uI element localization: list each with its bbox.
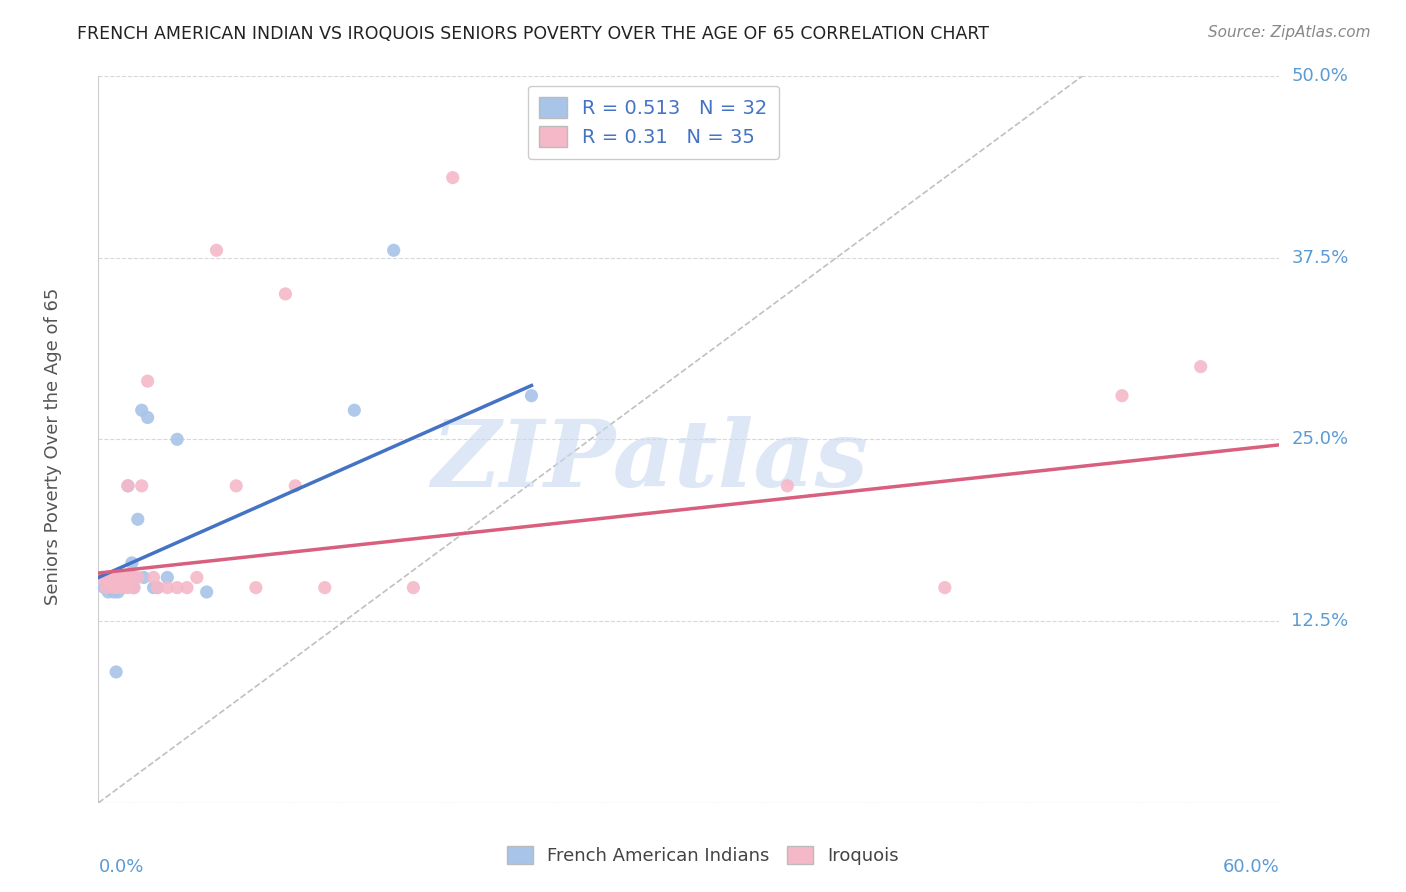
Text: ZIPatlas: ZIPatlas [432, 417, 868, 506]
Point [402, 581, 425, 595]
Text: FRENCH AMERICAN INDIAN VS IROQUOIS SENIORS POVERTY OVER THE AGE OF 65 CORRELATIO: FRENCH AMERICAN INDIAN VS IROQUOIS SENIO… [77, 25, 990, 43]
Point [205, 244, 228, 258]
Point [122, 581, 145, 595]
Point [112, 578, 135, 592]
Point [127, 570, 149, 584]
Point [107, 570, 129, 584]
Point [103, 585, 125, 599]
Legend: French American Indians, Iroquois: French American Indians, Iroquois [501, 838, 905, 872]
Text: Seniors Poverty Over the Age of 65: Seniors Poverty Over the Age of 65 [45, 287, 62, 605]
Point [121, 556, 143, 570]
Point [166, 432, 188, 446]
Legend: R = 0.513   N = 32, R = 0.31   N = 35: R = 0.513 N = 32, R = 0.31 N = 35 [527, 86, 779, 159]
Point [127, 512, 149, 526]
Point [146, 581, 169, 595]
Point [118, 570, 141, 584]
Point [520, 389, 543, 403]
Point [115, 570, 138, 584]
Point [131, 403, 153, 417]
Text: 50.0%: 50.0% [1291, 67, 1348, 85]
Point [166, 581, 188, 595]
Point [98, 570, 121, 584]
Point [382, 244, 405, 258]
Point [111, 570, 134, 584]
Point [122, 570, 145, 584]
Point [195, 585, 218, 599]
Point [122, 581, 145, 595]
Point [103, 574, 125, 589]
Text: 12.5%: 12.5% [1291, 612, 1348, 630]
Point [131, 479, 153, 493]
Point [186, 570, 208, 584]
Point [118, 570, 141, 584]
Point [245, 581, 267, 595]
Point [91, 570, 114, 584]
Point [91, 570, 114, 584]
Point [103, 581, 125, 595]
Point [112, 581, 135, 595]
Point [156, 581, 179, 595]
Point [97, 578, 120, 592]
Point [343, 403, 366, 417]
Point [107, 585, 129, 599]
Point [111, 581, 134, 595]
Point [314, 581, 336, 595]
Point [107, 570, 129, 584]
Point [97, 585, 120, 599]
Point [93, 581, 115, 595]
Point [1111, 389, 1133, 403]
Point [117, 479, 139, 493]
Point [132, 570, 155, 584]
Point [107, 581, 129, 595]
Point [115, 570, 138, 584]
Point [97, 574, 120, 589]
Point [105, 665, 128, 679]
Point [96, 581, 118, 595]
Text: 25.0%: 25.0% [1291, 430, 1348, 449]
Point [96, 574, 118, 589]
Point [1189, 359, 1212, 374]
Text: 37.5%: 37.5% [1291, 249, 1348, 267]
Point [441, 170, 464, 185]
Point [156, 570, 179, 584]
Point [284, 479, 307, 493]
Point [117, 479, 139, 493]
Text: 0.0%: 0.0% [98, 858, 143, 876]
Point [101, 581, 124, 595]
Point [111, 570, 134, 584]
Point [274, 287, 297, 301]
Point [776, 479, 799, 493]
Point [142, 581, 165, 595]
Point [934, 581, 956, 595]
Point [136, 374, 159, 388]
Point [117, 581, 139, 595]
Point [146, 581, 169, 595]
Point [142, 570, 165, 584]
Text: Source: ZipAtlas.com: Source: ZipAtlas.com [1208, 25, 1371, 40]
Point [136, 410, 159, 425]
Point [225, 479, 247, 493]
Point [176, 581, 198, 595]
Text: 60.0%: 60.0% [1223, 858, 1279, 876]
